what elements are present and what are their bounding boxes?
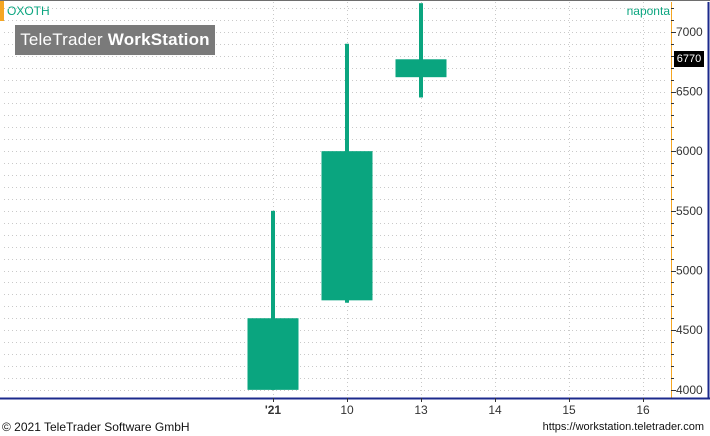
y-tick-label: 5500 [676,204,703,218]
copyright-text: © 2021 TeleTrader Software GmbH [2,420,190,434]
y-tick-label: 4500 [676,323,703,337]
candle-body [247,318,299,390]
x-tick-label: 13 [414,403,428,417]
website-link[interactable]: https://workstation.teletrader.com [542,421,704,433]
y-tick-label: 7000 [676,25,703,39]
interval-label: naponta [626,4,670,18]
y-tick-label: 6000 [676,144,703,158]
teletrader-logo: TeleTrader WorkStation [15,25,215,55]
logo-text-workstation: WorkStation [107,30,210,49]
y-tick-label: 5000 [676,264,703,278]
candle-wick [419,3,423,98]
x-tick-label: 16 [636,403,650,417]
axes: 4000 4500 5000 5500 6000 6500 7000 '21 10 13 14 15 1… [0,2,710,417]
candle-body [395,59,447,78]
panel-marker [0,1,4,21]
x-tick-label: '21 [265,403,282,417]
instrument-label: OXOTH [7,4,50,18]
last-price-tag: 6770 [674,51,704,68]
candle-wick [271,210,275,390]
x-tick-label: 14 [488,403,502,417]
logo-text-teletrader: TeleTrader [20,30,108,49]
x-tick-label: 10 [340,403,354,417]
candle-body [321,151,373,301]
candles [247,3,447,390]
footer-bar [0,418,710,436]
x-tick-label: 15 [562,403,576,417]
top-border [0,0,710,1]
y-tick-label: 6500 [676,85,703,99]
y-tick-label: 4000 [676,383,703,397]
